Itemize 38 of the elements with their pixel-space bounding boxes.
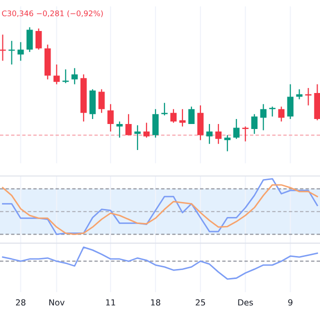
candlestick bbox=[287, 84, 294, 120]
candlestick bbox=[233, 118, 240, 140]
candlestick bbox=[152, 108, 159, 138]
candlestick bbox=[242, 126, 249, 142]
candlestick bbox=[134, 124, 141, 151]
candlestick bbox=[107, 104, 114, 132]
candlestick bbox=[125, 114, 132, 136]
candlestick bbox=[62, 68, 69, 84]
candlestick bbox=[206, 123, 213, 144]
candlestick bbox=[116, 120, 123, 138]
candlestick bbox=[0, 34, 6, 62]
x-tick-label: 25 bbox=[196, 299, 206, 306]
candlestick bbox=[197, 104, 204, 141]
candlestick bbox=[53, 64, 60, 85]
candlestick bbox=[251, 114, 258, 134]
x-tick-label: Nov bbox=[49, 299, 65, 306]
candlestick bbox=[143, 122, 150, 138]
candlestick bbox=[18, 42, 24, 62]
candlestick bbox=[215, 123, 222, 144]
candlestick bbox=[188, 106, 195, 125]
candlestick bbox=[170, 108, 177, 124]
candlestick bbox=[8, 40, 15, 66]
x-tick-label: 28 bbox=[16, 299, 26, 306]
candlestick bbox=[260, 104, 267, 131]
candlestick bbox=[98, 88, 105, 114]
x-tick-label: Des bbox=[238, 299, 253, 306]
candlestick bbox=[36, 28, 42, 50]
x-tick-label: 18 bbox=[151, 299, 160, 306]
candlestick bbox=[26, 26, 33, 53]
candlestick bbox=[224, 134, 231, 152]
candlestick bbox=[278, 106, 284, 122]
candlestick bbox=[71, 68, 78, 85]
candlestick bbox=[89, 88, 96, 120]
candlestick bbox=[179, 108, 186, 128]
x-tick-label: 9 bbox=[288, 299, 292, 306]
candlestick bbox=[305, 87, 312, 106]
x-tick-label: 11 bbox=[106, 299, 116, 306]
candlestick bbox=[296, 88, 302, 100]
